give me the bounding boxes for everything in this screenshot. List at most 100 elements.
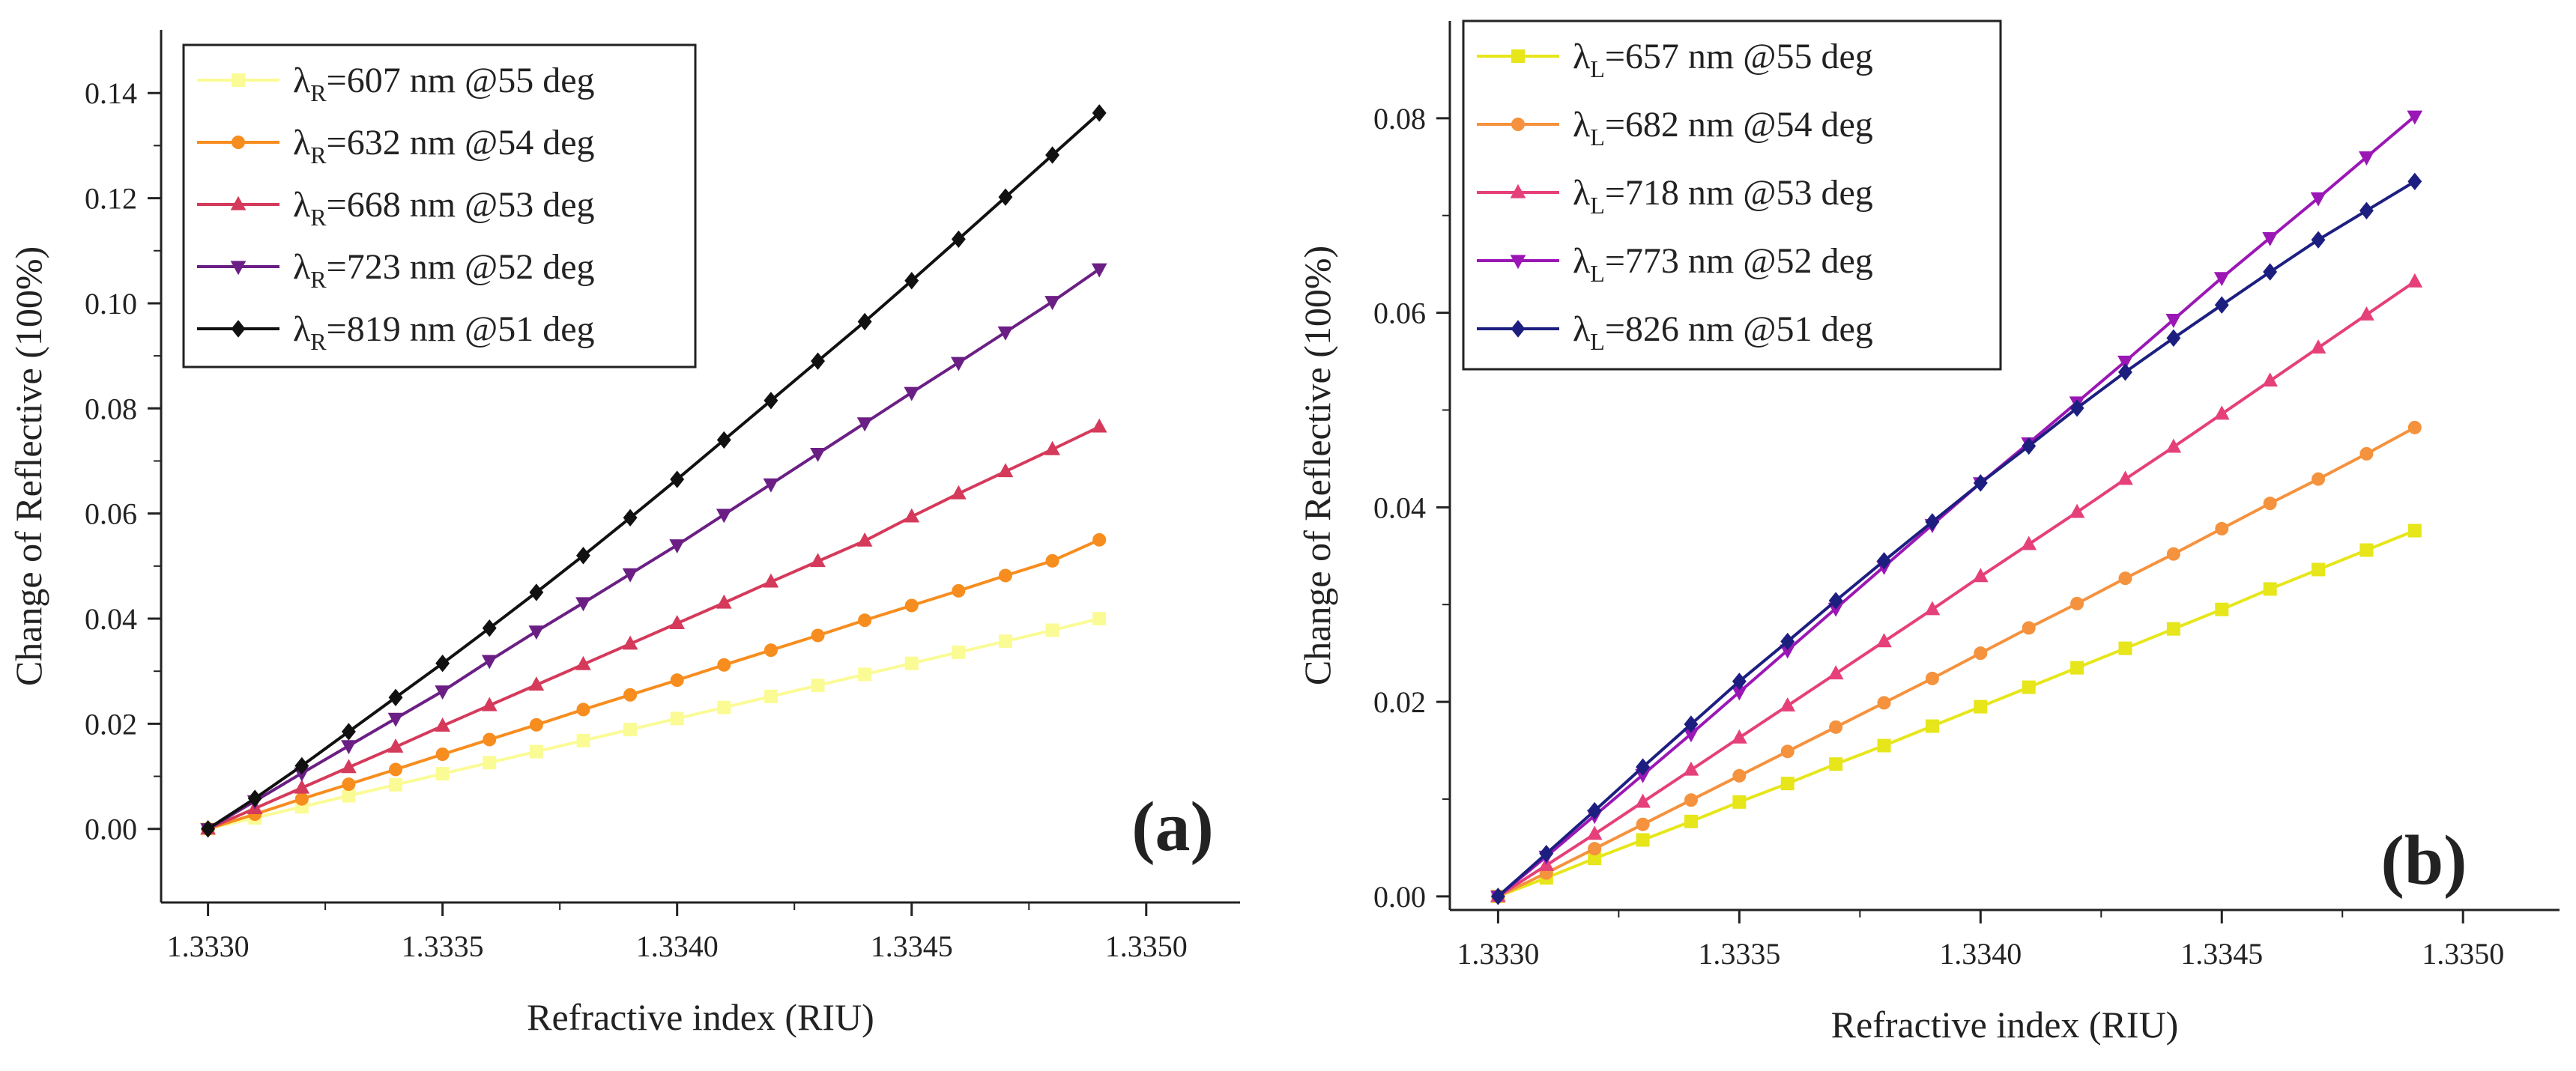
legend-label: λL=657 nm @55 deg: [1573, 37, 1873, 82]
legend-text-value: =668 nm @53 deg: [327, 185, 595, 225]
legend-subscript: L: [1590, 124, 1605, 151]
x-tick-label: 1.3335: [402, 929, 484, 963]
data-point: [528, 625, 545, 640]
legend-text-value: =819 nm @51 deg: [327, 309, 595, 349]
legend-subscript: L: [1590, 328, 1605, 355]
data-point: [1827, 665, 1844, 680]
data-point: [387, 738, 404, 753]
data-point: [201, 820, 216, 838]
data-point: [904, 386, 920, 401]
x-tick-label: 1.3340: [636, 929, 719, 963]
legend-symbol: λ: [1573, 173, 1591, 213]
data-point: [1092, 533, 1107, 547]
data-point: [1877, 552, 1891, 570]
data-point: [2263, 582, 2277, 596]
data-point: [810, 448, 826, 462]
data-point: [1924, 601, 1941, 616]
data-point: [1925, 513, 1940, 531]
data-point: [1635, 768, 1651, 783]
data-point: [1586, 825, 1603, 840]
data-point: [2069, 503, 2085, 518]
data-point: [669, 539, 686, 554]
data-point: [387, 712, 404, 727]
series-line: [1497, 529, 2416, 898]
data-point: [1731, 729, 1747, 744]
legend-text-value: =718 nm @53 deg: [1605, 173, 1873, 213]
legend-text-value: =632 nm @54 deg: [327, 123, 595, 163]
data-point: [1732, 673, 1747, 691]
legend-text-value: =826 nm @51 deg: [1605, 309, 1873, 349]
legend-item: λL=718 nm @53 deg: [1477, 173, 1873, 219]
data-point: [576, 733, 590, 747]
data-point: [1973, 474, 1988, 492]
data-point: [2359, 151, 2374, 166]
data-point: [951, 230, 966, 249]
x-tick-label: 1.3350: [2422, 937, 2504, 971]
data-point: [2359, 201, 2374, 219]
legend-subscript: R: [310, 142, 327, 169]
data-point: [528, 676, 545, 691]
data-point: [2214, 296, 2229, 314]
data-point: [2312, 472, 2326, 486]
panel-label: (a): [1131, 788, 1214, 866]
series-line: [207, 425, 1101, 831]
legend-swatch-marker: [231, 320, 246, 338]
y-tick-label: 0.12: [85, 182, 137, 216]
data-point: [998, 634, 1012, 649]
data-point: [1829, 757, 1843, 771]
legend-symbol: λ: [1573, 241, 1591, 281]
data-point: [1044, 296, 1060, 311]
data-point: [670, 712, 684, 726]
data-point: [341, 759, 357, 774]
data-point: [1925, 671, 1939, 685]
data-point: [811, 628, 825, 643]
legend-subscript: L: [1590, 55, 1605, 82]
data-point: [856, 532, 873, 547]
data-point: [2118, 641, 2132, 655]
data-point: [1636, 833, 1650, 847]
data-point: [389, 777, 403, 792]
data-point: [1925, 719, 1939, 733]
data-point: [904, 508, 920, 523]
data-point: [435, 654, 450, 673]
data-point: [2166, 547, 2180, 561]
y-tick-label: 0.00: [1373, 880, 1426, 914]
series-line: [208, 538, 1101, 831]
data-point: [669, 615, 686, 629]
data-point: [389, 762, 403, 777]
data-point: [811, 679, 825, 693]
data-point: [341, 740, 357, 755]
data-point: [763, 478, 779, 493]
legend-label: λR=607 nm @55 deg: [293, 61, 595, 106]
data-point: [1588, 852, 1602, 866]
legend-symbol: λ: [1573, 105, 1591, 145]
legend-swatch-marker: [230, 195, 247, 210]
x-tick-label: 1.3340: [1939, 937, 2022, 971]
legend-item: λR=723 nm @52 deg: [197, 247, 595, 293]
legend-item: λL=682 nm @54 deg: [1477, 105, 1873, 151]
data-point: [1780, 644, 1796, 659]
data-point: [1972, 568, 1989, 583]
y-tick-label: 0.14: [85, 76, 137, 110]
x-axis-title: Refractive index (RIU): [1831, 1004, 2179, 1046]
legend-label: λL=718 nm @53 deg: [1573, 173, 1873, 219]
data-point: [763, 573, 779, 588]
data-point: [717, 700, 731, 714]
data-point: [2069, 399, 2084, 417]
data-point: [2407, 524, 2422, 538]
series-line: [207, 112, 1101, 831]
data-point: [858, 613, 872, 628]
y-tick-label: 0.04: [1373, 491, 1426, 524]
data-point: [2310, 192, 2326, 207]
data-point: [2311, 231, 2326, 249]
data-point: [2213, 272, 2230, 287]
legend-text-value: =607 nm @55 deg: [327, 61, 595, 100]
data-point: [1780, 697, 1796, 712]
data-point: [435, 685, 451, 700]
data-point: [1780, 632, 1795, 651]
x-tick-label: 1.3330: [1457, 937, 1539, 971]
data-point: [1974, 700, 1988, 714]
data-point: [998, 568, 1012, 583]
